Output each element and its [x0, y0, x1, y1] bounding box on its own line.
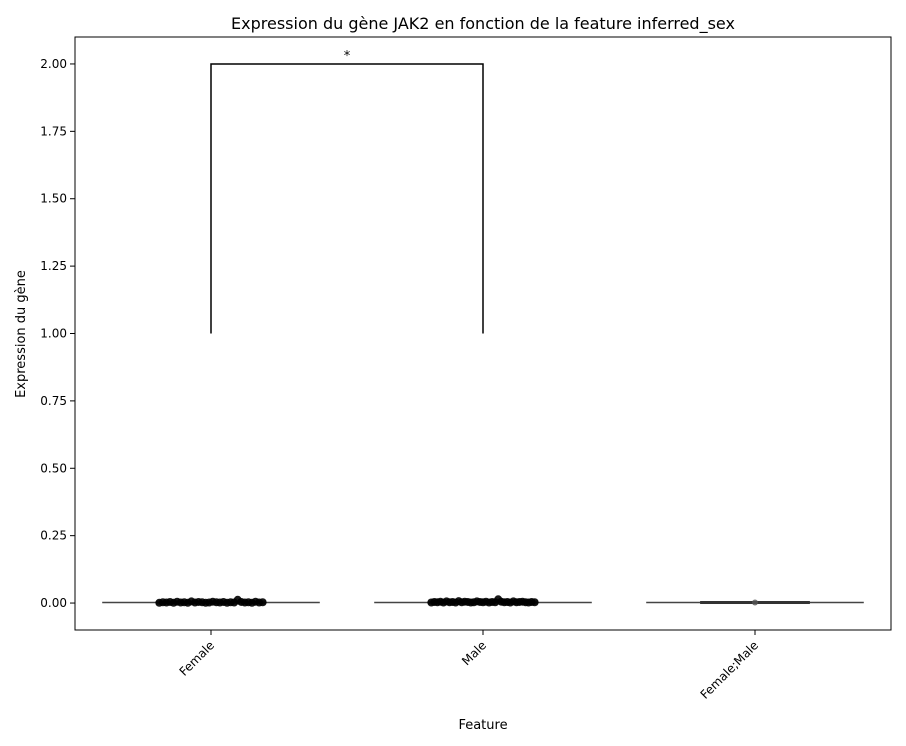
- x-tick-label: Female: [177, 638, 218, 679]
- y-tick-label: 0.75: [40, 394, 67, 408]
- significance-bracket: [210, 63, 484, 334]
- box-female-male: [646, 599, 864, 606]
- box-male: [374, 595, 592, 607]
- y-tick-label: 1.00: [40, 327, 67, 341]
- y-axis-title: Expression du gène: [14, 270, 29, 398]
- y-tick-label: 1.75: [40, 124, 67, 138]
- x-tick-label: Male: [459, 638, 489, 668]
- x-axis-title: Feature: [458, 718, 507, 733]
- y-tick-label: 1.50: [40, 192, 67, 206]
- y-tick-label: 0.00: [40, 596, 67, 610]
- x-tick-label: Female;Male: [698, 638, 762, 702]
- y-tick-label: 0.25: [40, 529, 67, 543]
- data-point: [752, 599, 758, 606]
- plot-area: *: [102, 49, 864, 607]
- significance-label: *: [344, 49, 351, 64]
- y-tick-label: 2.00: [40, 57, 67, 71]
- chart-title: Expression du gène JAK2 en fonction de l…: [231, 14, 735, 34]
- data-point: [258, 598, 267, 607]
- data-point: [530, 598, 539, 607]
- y-tick-label: 1.25: [40, 259, 67, 273]
- y-tick-label: 0.50: [40, 461, 67, 475]
- box-female: [102, 595, 320, 607]
